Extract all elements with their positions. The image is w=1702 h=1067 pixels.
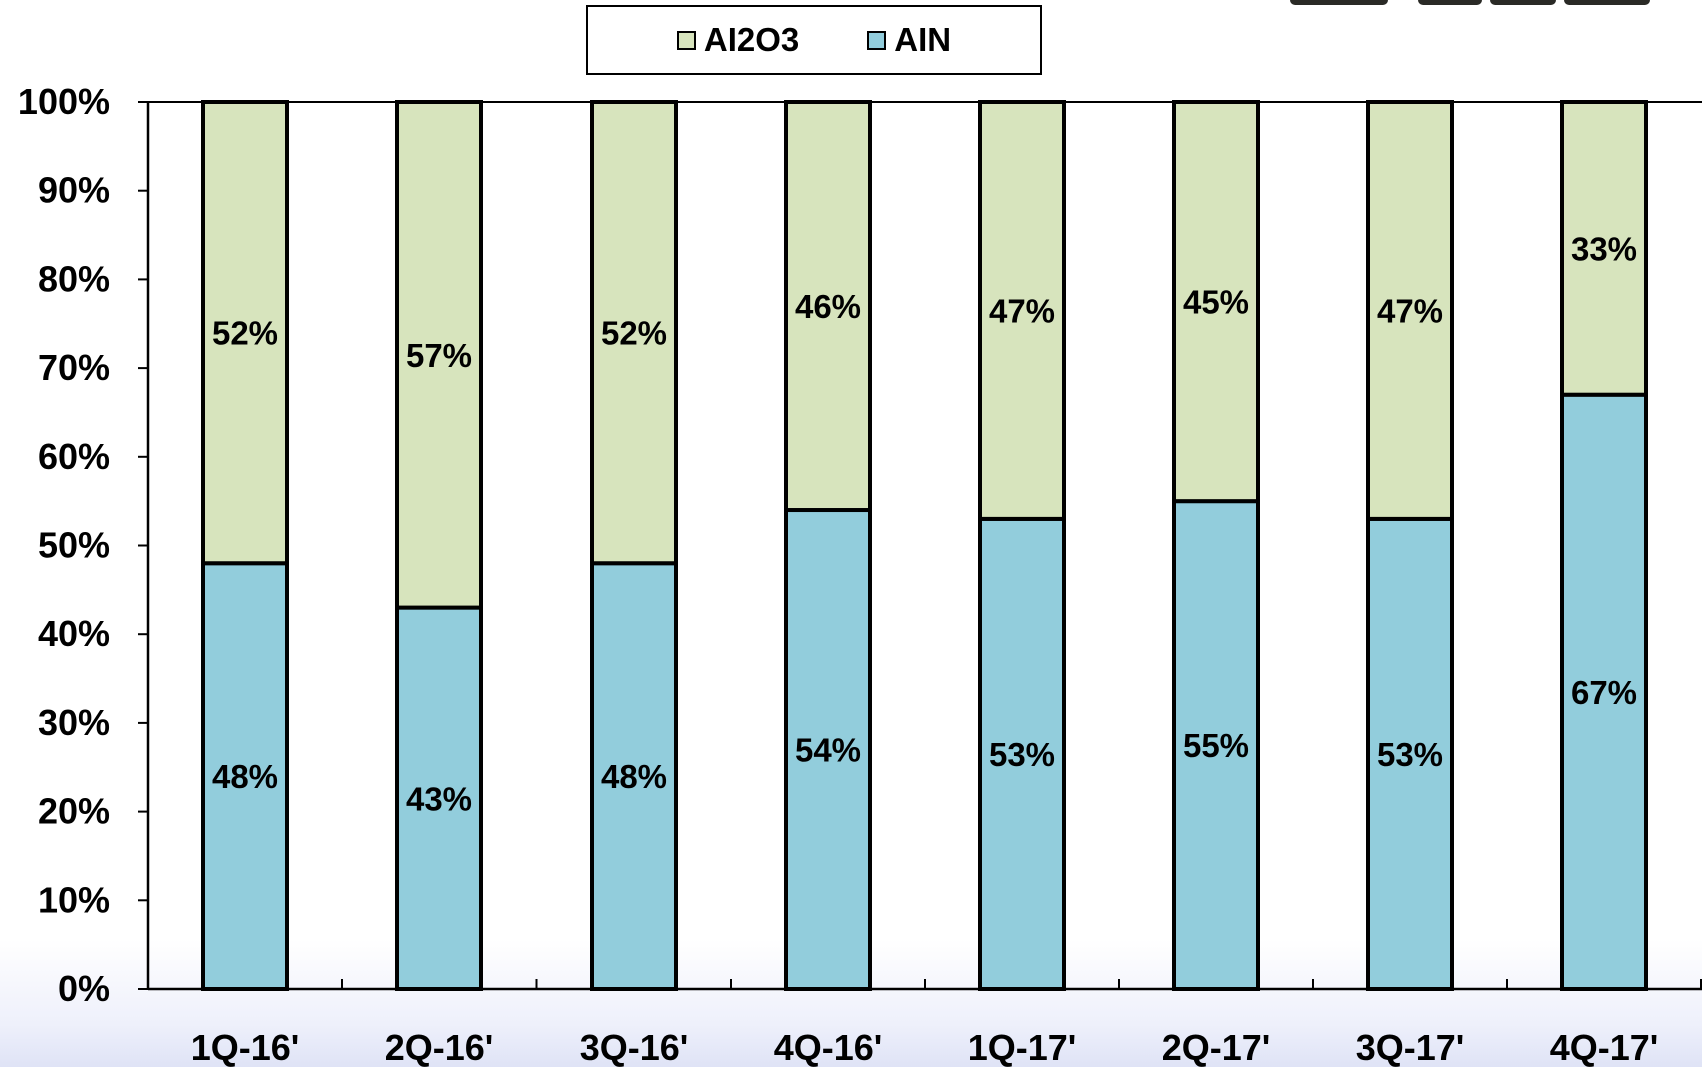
x-tick-label: 3Q-17' bbox=[1356, 1027, 1465, 1067]
bar-segment-ai2o3 bbox=[590, 100, 678, 566]
y-tick-label: 80% bbox=[38, 258, 110, 299]
data-label-ain: 67% bbox=[1571, 674, 1637, 711]
legend-swatch-ai2o3 bbox=[676, 30, 696, 50]
bar-segment-ain bbox=[201, 561, 289, 991]
bar-segment-ai2o3 bbox=[1172, 100, 1260, 504]
y-tick-label: 70% bbox=[38, 347, 110, 388]
data-label-ain: 54% bbox=[795, 732, 861, 769]
y-tick-label: 50% bbox=[38, 525, 110, 566]
bar-segment-ai2o3 bbox=[978, 100, 1066, 521]
x-tick-label: 1Q-16' bbox=[191, 1027, 300, 1067]
bar-segment-ain bbox=[784, 508, 872, 991]
legend-label-ain: AIN bbox=[894, 21, 952, 58]
bar-segment-ain bbox=[395, 605, 483, 992]
header-decoration bbox=[1180, 0, 1702, 26]
bar-segment-ai2o3 bbox=[395, 100, 483, 610]
data-label-ai2o3: 33% bbox=[1571, 230, 1637, 267]
data-label-ai2o3: 52% bbox=[601, 315, 667, 352]
y-tick-label: 0% bbox=[58, 968, 110, 1009]
decor-block bbox=[1490, 0, 1556, 5]
data-label-ai2o3: 52% bbox=[212, 315, 278, 352]
legend-swatch-ain bbox=[867, 30, 887, 50]
x-tick-label: 4Q-16' bbox=[774, 1027, 883, 1067]
x-tick-label: 1Q-17' bbox=[968, 1027, 1077, 1067]
y-tick-label: 100% bbox=[18, 81, 110, 122]
legend-label-ai2o3: AI2O3 bbox=[703, 21, 800, 58]
legend-item-ain: AIN bbox=[867, 21, 951, 59]
data-label-ain: 53% bbox=[1377, 736, 1443, 773]
y-tick-label: 20% bbox=[38, 791, 110, 832]
decor-block bbox=[1290, 0, 1388, 5]
chart-legend: AI2O3 AIN bbox=[586, 5, 1042, 75]
data-label-ai2o3: 45% bbox=[1183, 284, 1249, 321]
decor-block bbox=[1418, 0, 1482, 5]
y-tick-label: 40% bbox=[38, 613, 110, 654]
bar-segment-ai2o3 bbox=[784, 100, 872, 513]
data-label-ai2o3: 57% bbox=[406, 337, 472, 374]
bar-segment-ai2o3 bbox=[1560, 100, 1648, 397]
x-tick-label: 4Q-17' bbox=[1550, 1027, 1659, 1067]
bar-segment-ain bbox=[1560, 392, 1648, 991]
data-label-ain: 48% bbox=[212, 758, 278, 795]
bar-segment-ain bbox=[978, 516, 1066, 991]
y-tick-label: 90% bbox=[38, 170, 110, 211]
bar-segment-ai2o3 bbox=[1366, 100, 1454, 521]
bar-segment-ain bbox=[1172, 499, 1260, 991]
decor-block bbox=[1564, 0, 1650, 5]
legend-item-ai2o3: AI2O3 bbox=[676, 21, 800, 59]
data-label-ain: 55% bbox=[1183, 727, 1249, 764]
data-label-ain: 48% bbox=[601, 758, 667, 795]
x-tick-label: 2Q-17' bbox=[1162, 1027, 1271, 1067]
x-tick-label: 2Q-16' bbox=[385, 1027, 494, 1067]
y-tick-label: 60% bbox=[38, 436, 110, 477]
bar-segment-ai2o3 bbox=[201, 100, 289, 566]
data-label-ain: 53% bbox=[989, 736, 1055, 773]
data-label-ai2o3: 47% bbox=[1377, 292, 1443, 329]
y-tick-label: 30% bbox=[38, 702, 110, 743]
data-label-ai2o3: 47% bbox=[989, 292, 1055, 329]
x-tick-label: 3Q-16' bbox=[580, 1027, 689, 1067]
data-label-ai2o3: 46% bbox=[795, 288, 861, 325]
data-label-ain: 43% bbox=[406, 780, 472, 817]
y-tick-label: 10% bbox=[38, 879, 110, 920]
